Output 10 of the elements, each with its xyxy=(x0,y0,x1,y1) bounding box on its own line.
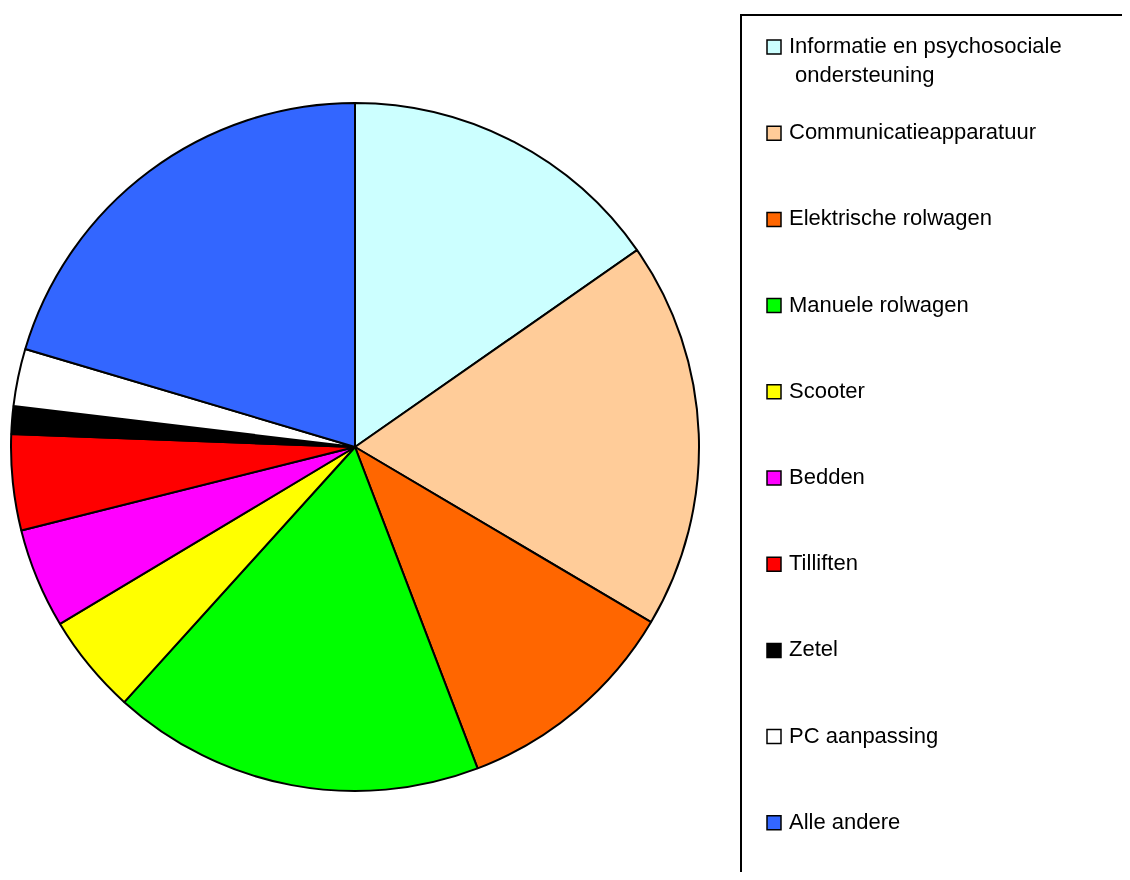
legend-label: Alle andere xyxy=(789,808,901,834)
legend-label: Scooter xyxy=(789,377,865,403)
legend-label: Zetel xyxy=(789,636,838,662)
legend-label: PC aanpassing xyxy=(789,722,939,748)
legend-label: Communicatieapparatuur xyxy=(789,119,1037,145)
legend-label: Bedden xyxy=(789,464,865,490)
legend-label: Informatie en psychosociale ondersteuning xyxy=(789,33,1062,88)
legend-label: Elektrische rolwagen xyxy=(789,205,992,231)
legend-label: Tilliften xyxy=(789,550,858,576)
legend-label: Manuele rolwagen xyxy=(789,291,969,317)
